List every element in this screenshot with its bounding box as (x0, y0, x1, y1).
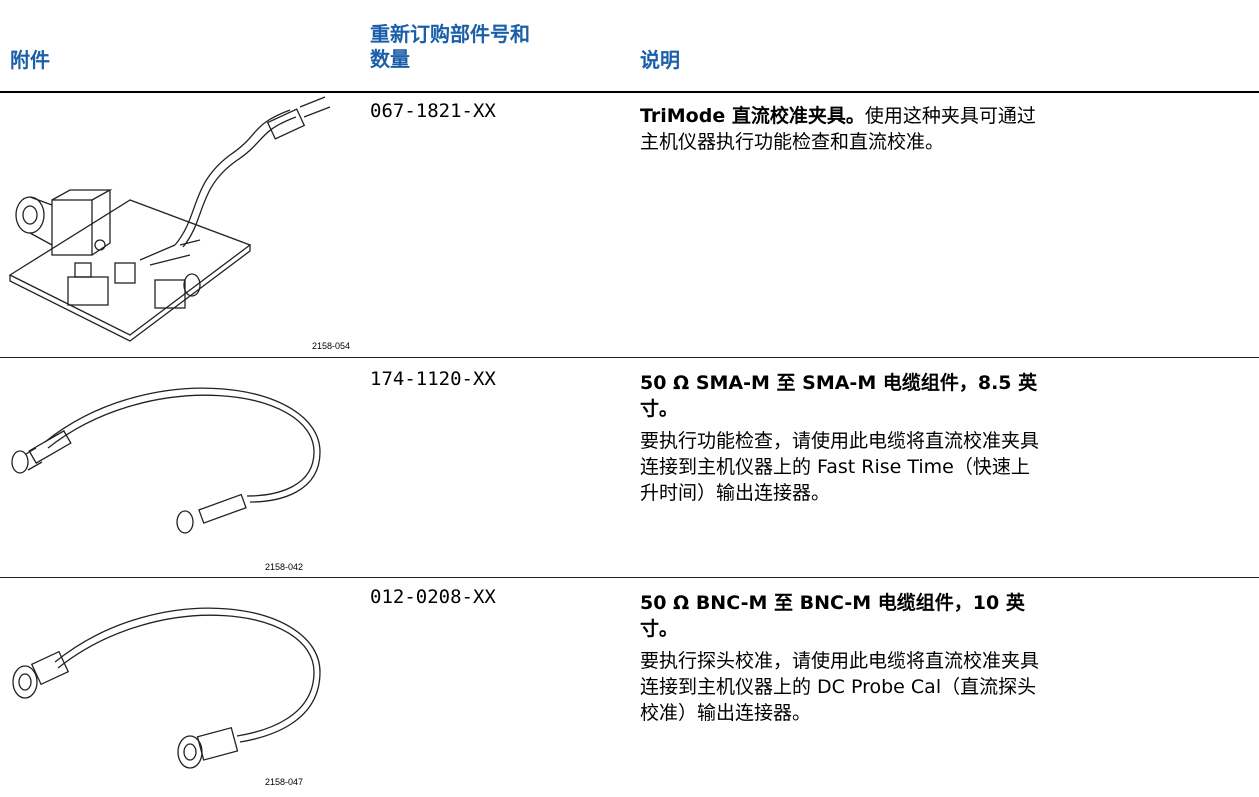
sma-cable-illustration (11, 387, 321, 534)
header-rule (0, 91, 1259, 93)
description-title: 50 Ω BNC-M 至 BNC-M 电缆组件，10 英寸。 (640, 592, 1025, 640)
part-number: 067-1821-XX (370, 100, 496, 122)
header-cell: 重新订购部件号和数量 (370, 22, 530, 71)
row-rule (0, 577, 1259, 578)
description-title: 50 Ω SMA-M 至 SMA-M 电缆组件，8.5 英寸。 (640, 372, 1038, 420)
description: 50 Ω SMA-M 至 SMA-M 电缆组件，8.5 英寸。要执行功能检查，请… (640, 370, 1045, 506)
figure-label: 2158-042 (265, 562, 304, 572)
figure-label: 2158-047 (265, 777, 304, 787)
figure-label: 2158-054 (312, 341, 351, 351)
description-text: 要执行功能检查，请使用此电缆将直流校准夹具连接到主机仪器上的 Fast Rise… (640, 430, 1040, 504)
part-number: 012-0208-XX (370, 586, 496, 608)
description: TriMode 直流校准夹具。使用这种夹具可通过主机仪器执行功能检查和直流校准。 (640, 103, 1045, 155)
header-cell: 附件 (10, 48, 50, 72)
header-cell: 说明 (640, 48, 680, 72)
description-title: TriMode 直流校准夹具。 (640, 105, 865, 127)
bnc-cable-illustration (12, 607, 321, 769)
fixture-illustration (8, 96, 331, 342)
description-text: 要执行探头校准，请使用此电缆将直流校准夹具连接到主机仪器上的 DC Probe … (640, 650, 1040, 724)
description-text: 使用这种夹具可通过主机仪器执行功能检查和直流校准。 (640, 105, 1036, 153)
description: 50 Ω BNC-M 至 BNC-M 电缆组件，10 英寸。要执行探头校准，请使… (640, 590, 1045, 726)
part-number: 174-1120-XX (370, 368, 496, 390)
row-rule (0, 357, 1259, 358)
